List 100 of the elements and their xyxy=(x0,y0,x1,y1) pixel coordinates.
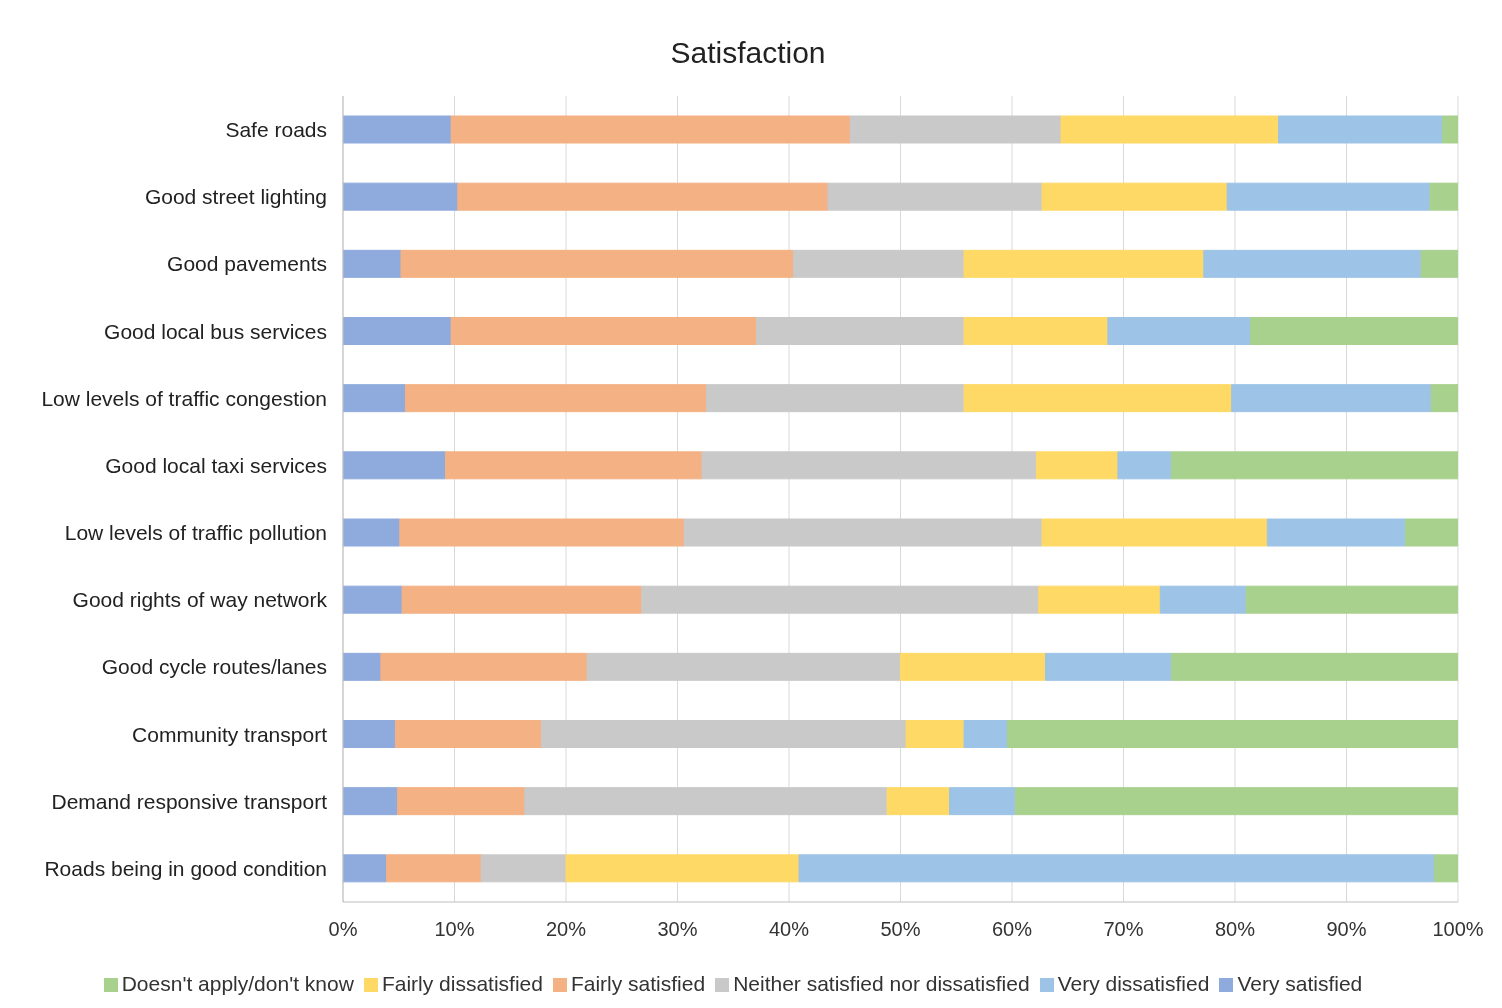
bar xyxy=(343,384,406,413)
bar xyxy=(1107,317,1252,345)
bar xyxy=(798,854,1436,883)
bar xyxy=(343,115,452,144)
bar xyxy=(586,652,901,681)
bar xyxy=(963,720,1009,748)
bar xyxy=(1266,518,1407,547)
bar xyxy=(1170,652,1458,681)
x-tick-label: 100% xyxy=(1432,918,1484,941)
bar xyxy=(343,787,399,816)
bar xyxy=(900,652,1046,681)
bar xyxy=(849,115,1062,144)
bar xyxy=(1007,720,1458,748)
bar xyxy=(394,720,542,748)
y-tick-label: Safe roads xyxy=(225,118,327,142)
bar xyxy=(683,518,1043,547)
bar xyxy=(1036,451,1119,480)
y-tick-label: Good cycle routes/lanes xyxy=(101,655,327,679)
bar xyxy=(705,384,965,413)
bar xyxy=(1014,787,1458,816)
y-tick-label: Good local bus services xyxy=(104,319,327,343)
bar xyxy=(404,384,707,413)
bar xyxy=(641,585,1040,614)
bar xyxy=(343,451,447,480)
x-tick-label: 60% xyxy=(991,918,1033,941)
bar xyxy=(1044,652,1172,681)
bar xyxy=(457,182,829,211)
bar xyxy=(1041,518,1268,547)
x-tick-label: 30% xyxy=(657,918,698,941)
bar xyxy=(1038,585,1161,614)
bar xyxy=(380,652,588,681)
x-tick-label: 80% xyxy=(1214,918,1256,941)
bar xyxy=(1060,115,1279,144)
y-tick-label: Demand responsive transport xyxy=(51,789,328,813)
legend-label: Doesn't apply/don't know xyxy=(121,972,354,995)
x-tick-label: 10% xyxy=(434,918,475,941)
x-tick-label: 70% xyxy=(1103,918,1144,941)
bar xyxy=(524,787,888,816)
bar xyxy=(399,518,685,547)
x-tick-label: 50% xyxy=(880,918,921,941)
bar xyxy=(397,787,526,816)
bar xyxy=(963,384,1233,413)
x-tick-label: 40% xyxy=(768,918,810,941)
bar xyxy=(343,317,452,345)
bar xyxy=(886,787,951,816)
bar xyxy=(1405,518,1458,547)
bar xyxy=(1203,249,1422,278)
bar xyxy=(540,720,907,748)
bar xyxy=(1250,317,1458,345)
bar xyxy=(343,249,402,278)
bar xyxy=(450,115,851,144)
bar xyxy=(1226,182,1431,211)
bar xyxy=(1420,249,1458,278)
y-tick-label: Good local taxi services xyxy=(105,453,327,477)
y-tick-label: Good pavements xyxy=(167,252,327,276)
bar xyxy=(565,854,800,883)
bar xyxy=(343,652,382,681)
bar xyxy=(701,451,1038,480)
bar xyxy=(343,182,459,211)
bar xyxy=(343,585,403,614)
legend-label: Fairly dissatisfied xyxy=(381,972,543,995)
legend-label: Fairly satisfied xyxy=(570,972,706,995)
y-tick-label: Community transport xyxy=(132,722,328,746)
bar xyxy=(1429,182,1458,211)
legend-label: Very dissatisfied xyxy=(1057,972,1210,995)
bar xyxy=(401,585,643,614)
bar xyxy=(343,720,396,748)
bar xyxy=(1430,384,1458,413)
x-tick-label: 0% xyxy=(328,918,358,941)
bar xyxy=(756,317,965,345)
bar xyxy=(1041,182,1228,211)
bar xyxy=(827,182,1043,211)
y-tick-label: Low levels of traffic congestion xyxy=(41,386,327,410)
bar xyxy=(480,854,567,883)
bar xyxy=(1231,384,1432,413)
bar xyxy=(963,317,1109,345)
bar xyxy=(1170,451,1458,480)
bar xyxy=(1117,451,1172,480)
chart-title: Satisfaction xyxy=(669,35,827,71)
bar xyxy=(385,854,482,883)
bar xyxy=(445,451,703,480)
bar xyxy=(343,854,387,883)
bar xyxy=(1434,854,1458,883)
x-tick-label: 90% xyxy=(1326,918,1367,941)
bar xyxy=(450,317,758,345)
x-tick-label: 20% xyxy=(545,918,587,941)
bar xyxy=(400,249,794,278)
y-tick-label: Roads being in good condition xyxy=(44,856,327,880)
bar xyxy=(1441,115,1458,144)
y-tick-label: Low levels of traffic pollution xyxy=(64,521,327,545)
y-tick-label: Good rights of way network xyxy=(72,588,328,612)
legend-label: Neither satisfied nor dissatisfied xyxy=(733,972,1030,995)
bar xyxy=(792,249,965,278)
bar xyxy=(905,720,965,748)
bar xyxy=(1159,585,1247,614)
bar xyxy=(949,787,1016,816)
y-tick-label: Good street lighting xyxy=(144,185,327,209)
bar xyxy=(1277,115,1443,144)
bar xyxy=(1245,585,1458,614)
bar xyxy=(963,249,1205,278)
